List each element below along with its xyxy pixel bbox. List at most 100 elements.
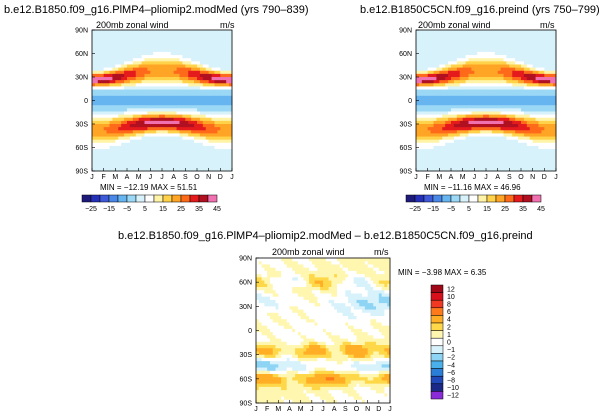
heatmap-cell <box>439 58 443 62</box>
heatmap-cell <box>205 108 210 112</box>
heatmap-cell <box>162 45 166 50</box>
heatmap-cell <box>512 111 516 115</box>
heatmap-cell <box>197 64 201 68</box>
heatmap-cell <box>518 105 522 109</box>
panel-2-heatmap-cells <box>416 30 557 172</box>
heatmap-cell <box>220 158 224 162</box>
heatmap-cell <box>474 133 478 137</box>
heatmap-cell <box>132 89 137 94</box>
heatmap-cell <box>202 45 207 50</box>
heatmap-cell <box>436 92 440 97</box>
heatmap-cell <box>421 73 426 78</box>
heatmap-cell <box>100 155 105 159</box>
heatmap-cell <box>153 136 157 141</box>
heatmap-cell <box>103 48 107 53</box>
heatmap-cell <box>416 77 420 81</box>
heatmap-cell <box>439 111 443 115</box>
heatmap-cell <box>459 155 464 159</box>
heatmap-cell <box>106 139 110 144</box>
heatmap-cell <box>462 133 466 137</box>
heatmap-cell <box>541 36 545 40</box>
heatmap-cell <box>483 58 487 62</box>
heatmap-cell <box>439 117 443 122</box>
heatmap-cell <box>442 161 446 166</box>
heatmap-cell <box>462 55 466 59</box>
heatmap-cell <box>147 136 151 141</box>
heatmap-cell <box>269 280 274 285</box>
heatmap-cell <box>424 86 429 90</box>
heatmap-cell <box>135 89 140 94</box>
heatmap-cell <box>147 124 151 128</box>
heatmap-cell <box>453 158 458 162</box>
heatmap-cell <box>264 258 268 262</box>
heatmap-cell <box>264 361 268 365</box>
heatmap-cell <box>272 303 276 307</box>
heatmap-cell <box>167 120 172 125</box>
heatmap-cell <box>451 105 455 109</box>
heatmap-cell <box>278 332 282 336</box>
heatmap-cell <box>173 164 177 169</box>
heatmap-cell <box>153 61 157 65</box>
heatmap-cell <box>547 102 551 106</box>
heatmap-cell <box>547 155 551 159</box>
heatmap-cell <box>112 61 116 65</box>
heatmap-cell <box>269 377 274 381</box>
heatmap-cell <box>109 30 113 34</box>
heatmap-cell <box>442 67 446 72</box>
heatmap-cell <box>553 133 557 137</box>
heatmap-cell <box>256 290 260 294</box>
heatmap-cell <box>541 108 545 112</box>
heatmap-cell <box>529 139 534 144</box>
heatmap-cell <box>418 164 423 169</box>
heatmap-cell <box>416 70 420 75</box>
heatmap-cell <box>433 130 437 134</box>
heatmap-cell <box>509 61 513 65</box>
heatmap-cell <box>538 139 542 144</box>
heatmap-cell <box>433 58 437 62</box>
heatmap-cell <box>430 120 434 125</box>
heatmap-cell <box>223 30 227 34</box>
heatmap-cell <box>439 142 443 147</box>
heatmap-cell <box>468 51 472 56</box>
heatmap-cell <box>167 42 172 47</box>
heatmap-cell <box>162 111 166 115</box>
heatmap-cell <box>283 390 288 394</box>
heatmap-cell <box>226 42 230 47</box>
heatmap-cell <box>509 133 513 137</box>
heatmap-cell <box>188 45 192 50</box>
heatmap-cell <box>445 114 449 119</box>
heatmap-cell <box>103 58 107 62</box>
heatmap-cell <box>427 55 431 59</box>
heatmap-cell <box>272 370 276 375</box>
heatmap-cell <box>132 83 137 87</box>
heatmap-cell <box>132 120 137 125</box>
heatmap-cell <box>272 280 276 285</box>
heatmap-cell <box>491 155 496 159</box>
heatmap-cell <box>281 267 285 272</box>
heatmap-cell <box>521 133 525 137</box>
heatmap-cell <box>121 127 125 131</box>
heatmap-cell <box>442 111 446 115</box>
heatmap-cell <box>451 55 455 59</box>
heatmap-cell <box>214 58 218 62</box>
heatmap-cell <box>418 98 423 103</box>
heatmap-cell <box>521 149 525 153</box>
heatmap-cell <box>462 158 466 162</box>
heatmap-cell <box>272 325 276 330</box>
heatmap-cell <box>138 33 142 37</box>
heatmap-cell <box>553 51 557 56</box>
heatmap-cell <box>223 55 227 59</box>
heatmap-cell <box>424 114 429 119</box>
heatmap-cell <box>269 322 274 327</box>
heatmap-cell <box>509 108 513 112</box>
heatmap-cell <box>278 287 282 291</box>
heatmap-cell <box>418 48 423 53</box>
heatmap-cell <box>506 77 510 81</box>
heatmap-cell <box>144 145 148 150</box>
heatmap-cell <box>491 161 496 166</box>
heatmap-cell <box>156 139 160 144</box>
heatmap-cell <box>515 77 519 81</box>
heatmap-cell <box>424 77 429 81</box>
heatmap-cell <box>500 124 504 128</box>
heatmap-cell <box>433 30 437 34</box>
